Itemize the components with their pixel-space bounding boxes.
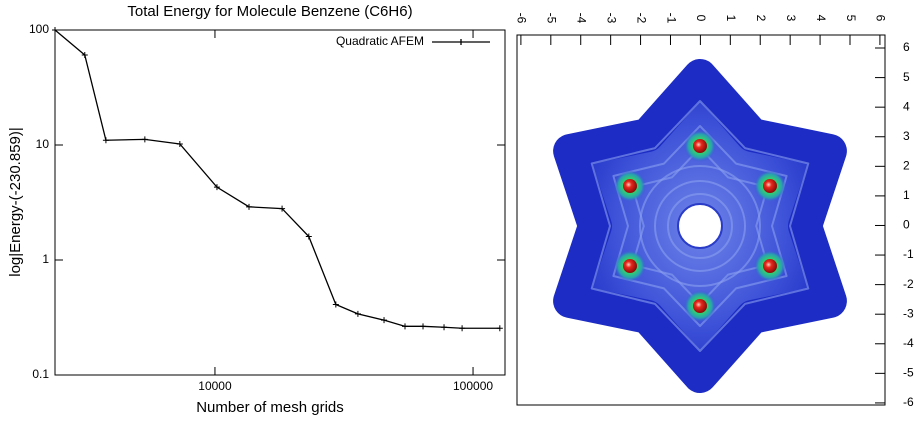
x-tick-label: -6 [515,13,529,24]
y-tick-label: 3 [903,129,910,143]
y-tick-label: 0 [903,218,910,232]
y-tick-label: 5 [903,70,910,84]
data-point [497,325,503,331]
ring-hole [678,204,722,248]
x-tick-label: 0 [694,15,708,22]
y-tick-label: 4 [903,99,910,113]
chart-title: Total Energy for Molecule Benzene (C6H6) [127,3,412,20]
x-tick-label: 10000 [198,379,232,393]
x-axis-label: Number of mesh grids [196,399,344,416]
x-tick-label: 4 [814,15,828,22]
atom [623,179,637,193]
legend-label: Quadratic AFEM [336,34,424,48]
x-tick-label: 3 [784,15,798,22]
atom [763,179,777,193]
molecule-surface [570,76,830,376]
data-point [402,323,408,329]
page: Total Energy for Molecule Benzene (C6H6)… [0,0,917,418]
data-point [103,137,109,143]
data-point [381,317,387,323]
y-tick-label: -3 [903,306,914,320]
atom [693,299,707,313]
x-tick-label: -4 [575,13,589,24]
y-axis-label: log|Energy-(-230.859)| [7,127,24,277]
data-point [355,311,361,317]
y-tick-label: 2 [903,158,910,172]
x-tick-label: -1 [664,13,678,24]
y-tick-label: -4 [903,336,914,350]
atom [623,259,637,273]
x-tick-label: -5 [545,13,559,24]
plot-frame [55,30,505,375]
y-tick-label: 0.1 [32,367,49,381]
x-tick-label: 100000 [453,379,493,393]
y-tick-label: -2 [903,277,914,291]
data-point [246,204,252,210]
y-tick-label: 10 [36,137,50,151]
y-tick-label: 1 [42,252,49,266]
y-tick-label: -6 [903,395,914,409]
atom [763,259,777,273]
data-point [333,302,339,308]
data-point [142,136,148,142]
x-tick-label: 1 [724,15,738,22]
y-tick-label: -1 [903,247,914,261]
x-tick-label: -3 [604,13,618,24]
y-tick-label: 1 [903,188,910,202]
atom [693,139,707,153]
y-tick-label: 100 [29,22,49,36]
y-tick-label: 6 [903,40,910,54]
x-tick-label: 6 [874,15,888,22]
x-tick-label: 2 [754,15,768,22]
legend-swatch [432,39,490,45]
data-point [441,324,447,330]
x-tick-label: 5 [844,15,858,22]
data-line [55,30,500,328]
data-point [459,325,465,331]
y-tick-label: -5 [903,366,914,380]
x-tick-label: -2 [634,13,648,24]
data-point [420,323,426,329]
